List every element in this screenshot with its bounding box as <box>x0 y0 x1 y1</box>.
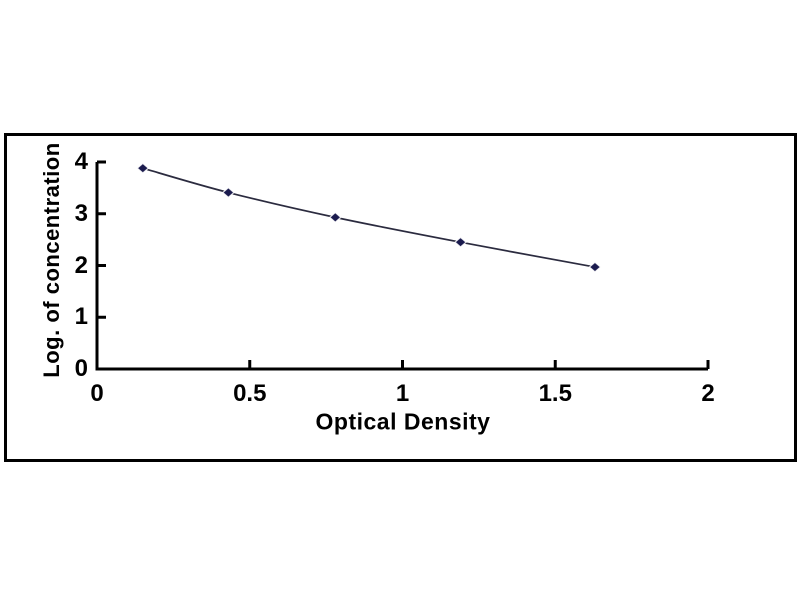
x-tick-label: 0 <box>90 380 104 407</box>
data-point-marker <box>588 261 602 273</box>
data-point-marker <box>136 162 150 174</box>
x-axis-title: Optical Density <box>315 408 491 435</box>
data-point-marker <box>328 211 342 223</box>
x-tick-label: 1 <box>395 380 410 407</box>
x-tick-label: 1.5 <box>538 380 572 407</box>
data-point-marker <box>454 236 467 248</box>
x-tick-label: 2 <box>701 380 715 407</box>
y-axis-title: Log. of concentration <box>39 142 64 378</box>
y-tick-label: 2 <box>74 251 88 279</box>
y-tick-label: 4 <box>74 148 88 175</box>
y-tick-label: 1 <box>74 303 88 331</box>
data-point-marker <box>221 186 235 199</box>
y-tick-label: 0 <box>74 355 88 382</box>
x-tick-label: 0.5 <box>233 380 267 407</box>
y-tick-label: 3 <box>74 199 88 227</box>
chart-frame <box>4 133 797 462</box>
axis-lines <box>95 162 708 371</box>
series-line <box>142 167 596 268</box>
